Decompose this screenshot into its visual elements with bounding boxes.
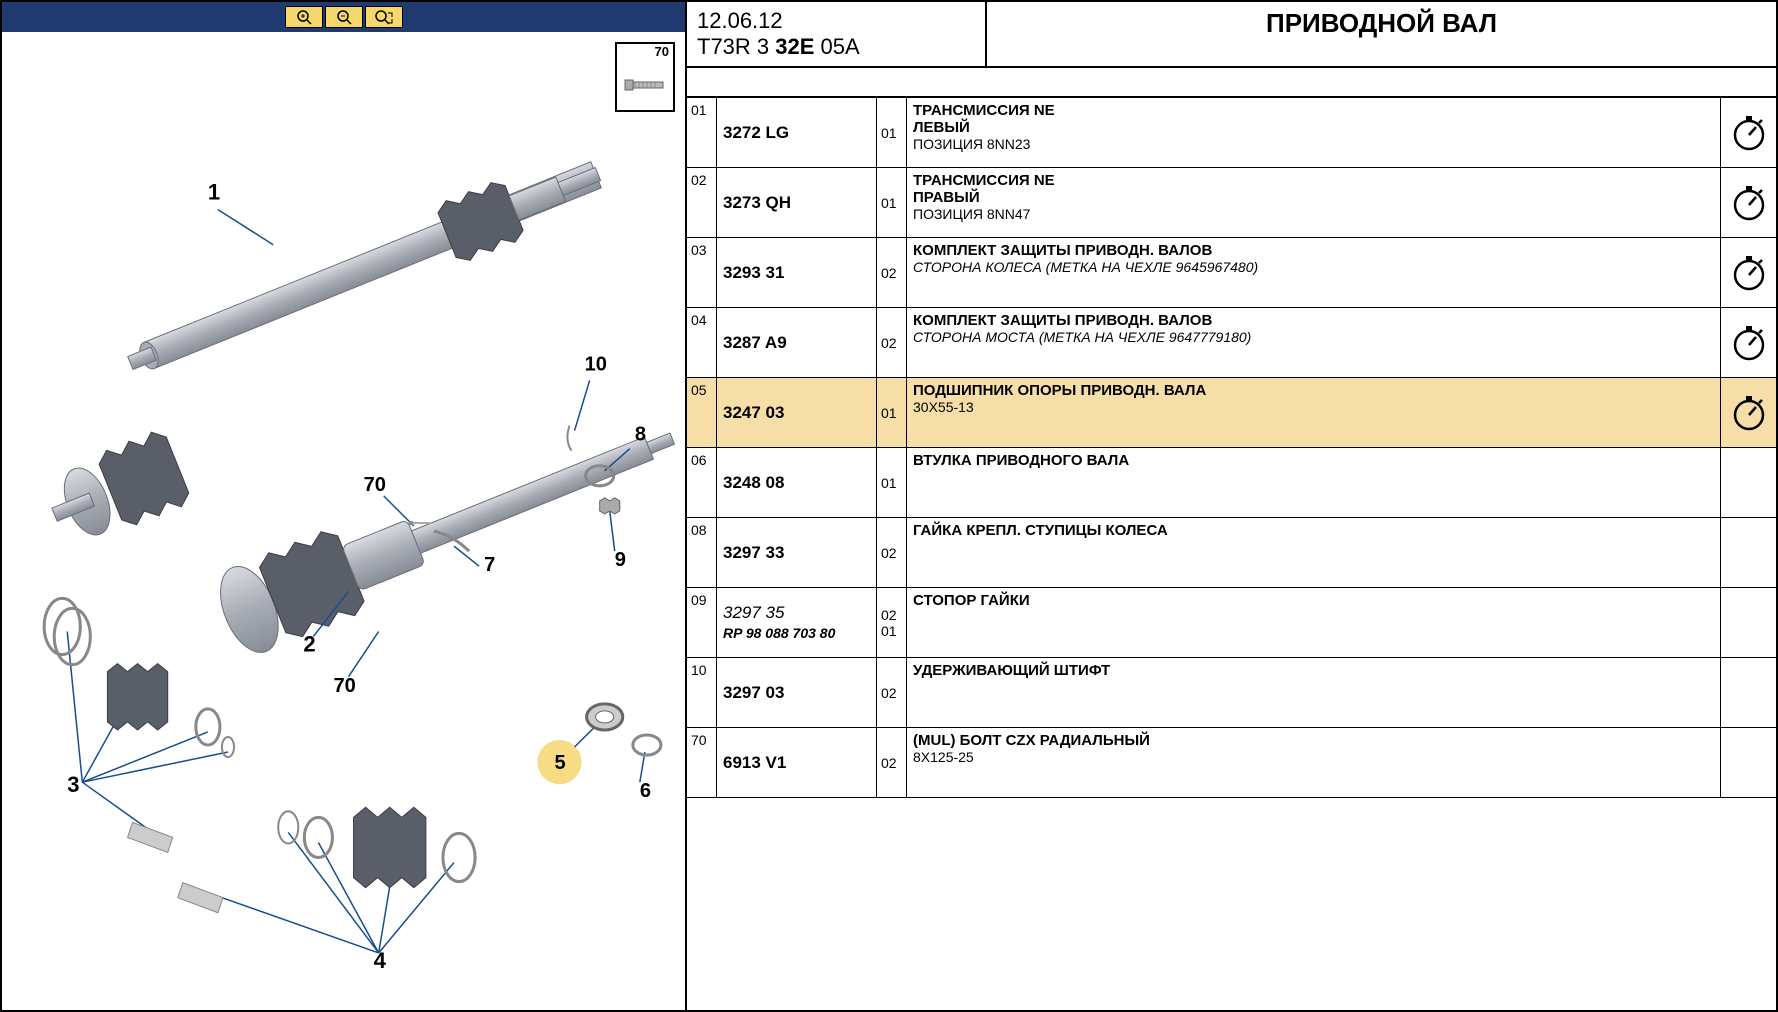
svg-text:3: 3 [67,772,79,797]
part-row-01[interactable]: 013272 LG01ТРАНСМИССИЯ NEЛЕВЫЙПОЗИЦИЯ 8N… [687,98,1776,168]
page-title: ПРИВОДНОЙ ВАЛ [987,2,1776,66]
part-pos: 08 [687,518,717,587]
svg-text:6: 6 [640,780,651,802]
timer-icon[interactable] [1721,238,1776,307]
svg-text:5: 5 [554,752,565,774]
part-pos: 09 [687,588,717,657]
callout-number: 70 [655,44,669,59]
parts-table: 013272 LG01ТРАНСМИССИЯ NEЛЕВЫЙПОЗИЦИЯ 8N… [687,98,1776,1010]
part-pos: 05 [687,378,717,447]
part-row-03[interactable]: 033293 3102КОМПЛЕКТ ЗАЩИТЫ ПРИВОДН. ВАЛО… [687,238,1776,308]
part-row-09[interactable]: 093297 35RP 98 088 703 800201СТОПОР ГАЙК… [687,588,1776,658]
part-pos: 02 [687,168,717,237]
part-desc: ГАЙКА КРЕПЛ. СТУПИЦЫ КОЛЕСА [907,518,1721,587]
part-pos: 03 [687,238,717,307]
header-date: 12.06.12 [697,8,975,34]
bolt-icon [623,59,668,110]
part-pos: 01 [687,98,717,167]
part-ref: 3287 A9 [717,308,877,377]
part-desc: СТОПОР ГАЙКИ [907,588,1721,657]
part-qty: 02 [877,728,907,797]
part-pos: 10 [687,658,717,727]
part-row-06[interactable]: 063248 0801ВТУЛКА ПРИВОДНОГО ВАЛА [687,448,1776,518]
header-info: 12.06.12 T73R 3 32E 05A [687,2,987,66]
part-ref: 3293 31 [717,238,877,307]
part-qty: 02 [877,308,907,377]
part-ref: 3297 03 [717,658,877,727]
part-qty: 01 [877,448,907,517]
part-ref: 6913 V1 [717,728,877,797]
part-qty: 02 [877,658,907,727]
part-qty: 01 [877,378,907,447]
part-desc: УДЕРЖИВАЮЩИЙ ШТИФТ [907,658,1721,727]
part-desc: (MUL) БОЛТ CZX РАДИАЛЬНЫЙ8X125-25 [907,728,1721,797]
part-ref: 3247 03 [717,378,877,447]
part-qty: 02 [877,518,907,587]
part-desc: ВТУЛКА ПРИВОДНОГО ВАЛА [907,448,1721,517]
diagram-panel: 70 [2,2,687,1010]
svg-text:1: 1 [208,180,220,205]
part-desc: КОМПЛЕКТ ЗАЩИТЫ ПРИВОДН. ВАЛОВСТОРОНА КО… [907,238,1721,307]
timer-icon[interactable] [1721,98,1776,167]
part-desc: ПОДШИПНИК ОПОРЫ ПРИВОДН. ВАЛА30X55-13 [907,378,1721,447]
svg-text:70: 70 [333,675,355,697]
part-qty: 01 [877,168,907,237]
part-ref: 3248 08 [717,448,877,517]
timer-icon [1721,448,1776,517]
part-pos: 06 [687,448,717,517]
part-ref: 3297 33 [717,518,877,587]
part-desc: ТРАНСМИССИЯ NEПРАВЫЙПОЗИЦИЯ 8NN47 [907,168,1721,237]
header-row: 12.06.12 T73R 3 32E 05A ПРИВОДНОЙ ВАЛ [687,2,1776,68]
part-row-70[interactable]: 706913 V102(MUL) БОЛТ CZX РАДИАЛЬНЫЙ8X12… [687,728,1776,798]
part-desc: ТРАНСМИССИЯ NEЛЕВЫЙПОЗИЦИЯ 8NN23 [907,98,1721,167]
part-qty: 0201 [877,588,907,657]
zoom-fit-button[interactable] [365,6,403,28]
part-qty: 01 [877,98,907,167]
timer-icon [1721,658,1776,727]
parts-panel: 12.06.12 T73R 3 32E 05A ПРИВОДНОЙ ВАЛ 01… [687,2,1776,1010]
part-row-05[interactable]: 053247 0301ПОДШИПНИК ОПОРЫ ПРИВОДН. ВАЛА… [687,378,1776,448]
timer-icon [1721,518,1776,587]
svg-text:7: 7 [484,554,495,576]
timer-icon[interactable] [1721,168,1776,237]
part-row-04[interactable]: 043287 A902КОМПЛЕКТ ЗАЩИТЫ ПРИВОДН. ВАЛО… [687,308,1776,378]
svg-text:70: 70 [364,474,386,496]
part-row-02[interactable]: 023273 QH01ТРАНСМИССИЯ NEПРАВЫЙПОЗИЦИЯ 8… [687,168,1776,238]
zoom-out-button[interactable] [325,6,363,28]
part-pos: 70 [687,728,717,797]
spacer-row [687,68,1776,98]
part-row-10[interactable]: 103297 0302УДЕРЖИВАЮЩИЙ ШТИФТ [687,658,1776,728]
part-pos: 04 [687,308,717,377]
exploded-diagram: 1 2 [12,42,675,1000]
diagram-area[interactable]: 70 [2,32,685,1010]
svg-text:10: 10 [585,353,607,375]
part-qty: 02 [877,238,907,307]
timer-icon [1721,728,1776,797]
diagram-toolbar [2,2,685,32]
zoom-in-button[interactable] [285,6,323,28]
timer-icon[interactable] [1721,308,1776,377]
header-code: T73R 3 32E 05A [697,34,975,60]
part-callout-70[interactable]: 70 [615,42,675,112]
part-ref: 3297 35RP 98 088 703 80 [717,588,877,657]
timer-icon [1721,588,1776,657]
part-desc: КОМПЛЕКТ ЗАЩИТЫ ПРИВОДН. ВАЛОВСТОРОНА МО… [907,308,1721,377]
timer-icon[interactable] [1721,378,1776,447]
svg-text:8: 8 [635,424,646,446]
part-ref: 3273 QH [717,168,877,237]
part-row-08[interactable]: 083297 3302ГАЙКА КРЕПЛ. СТУПИЦЫ КОЛЕСА [687,518,1776,588]
part-ref: 3272 LG [717,98,877,167]
svg-text:9: 9 [615,549,626,571]
